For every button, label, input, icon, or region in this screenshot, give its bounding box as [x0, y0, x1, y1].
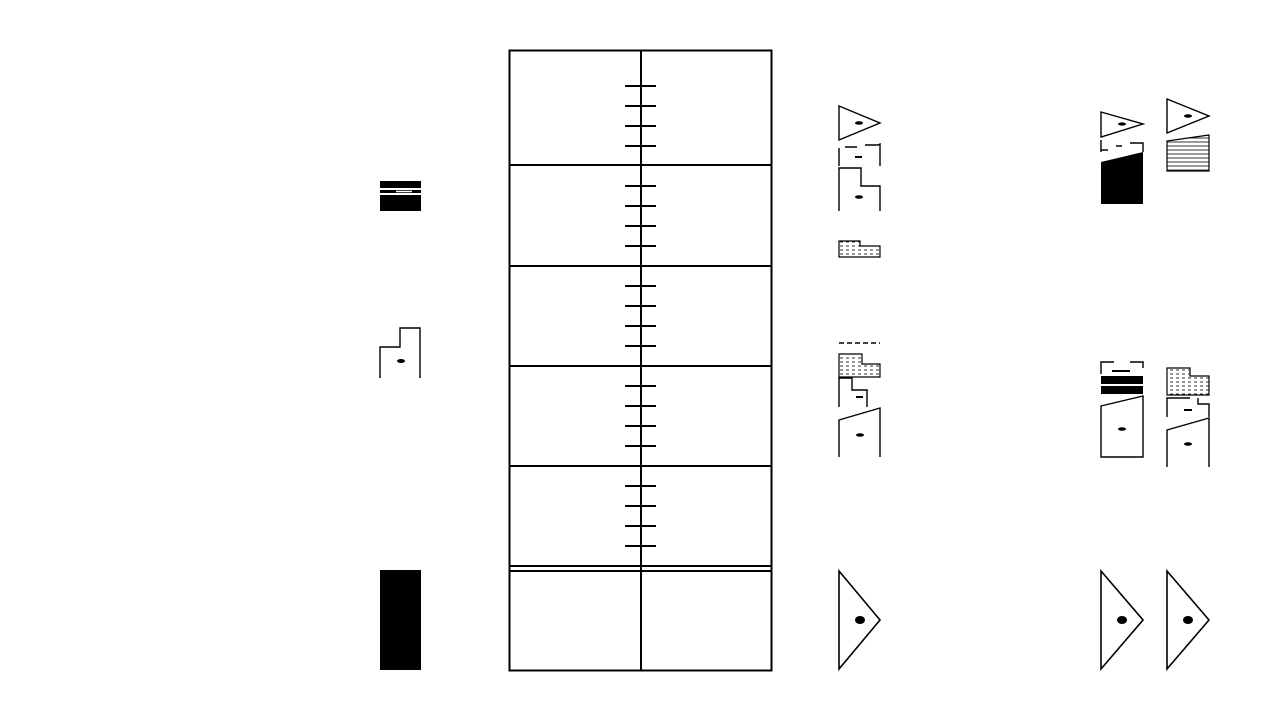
basal-solid-unit [380, 570, 421, 670]
left-column [379, 181, 421, 670]
dashed-lens-unit [838, 240, 881, 258]
solid-slanted-unit [1100, 140, 1144, 204]
broken-box-unit [1166, 397, 1210, 417]
wedge-top-unit [838, 104, 882, 142]
basal-wedge-unit [1166, 568, 1211, 672]
interval-boundaries [509, 164, 772, 572]
slanted-dot-unit [1166, 417, 1210, 467]
middle-column [838, 104, 882, 672]
wedge-top-unit [1100, 111, 1146, 138]
scale-column [508, 49, 773, 672]
right-column-b [1166, 97, 1211, 672]
slanted-dot-unit [1100, 395, 1144, 458]
basal-wedge-unit [1100, 568, 1145, 672]
slanted-dot-unit [838, 407, 881, 457]
dashed-block-unit [838, 353, 881, 378]
stepped-dot-unit [379, 327, 421, 378]
interbedded-solid-unit [1100, 361, 1144, 394]
dot-symbol [397, 359, 405, 363]
wedge-top-unit [1166, 97, 1211, 135]
banded-solid-unit [380, 181, 421, 211]
stepped-dot-unit [838, 167, 881, 211]
minor-ticks [625, 85, 656, 547]
broken-box-unit [838, 142, 881, 166]
basal-wedge-unit [838, 568, 882, 672]
dashed-lens-unit [1166, 367, 1210, 396]
right-column-a [1100, 111, 1146, 672]
stepped-small-unit [838, 377, 868, 407]
lined-slanted-unit [1166, 134, 1210, 172]
